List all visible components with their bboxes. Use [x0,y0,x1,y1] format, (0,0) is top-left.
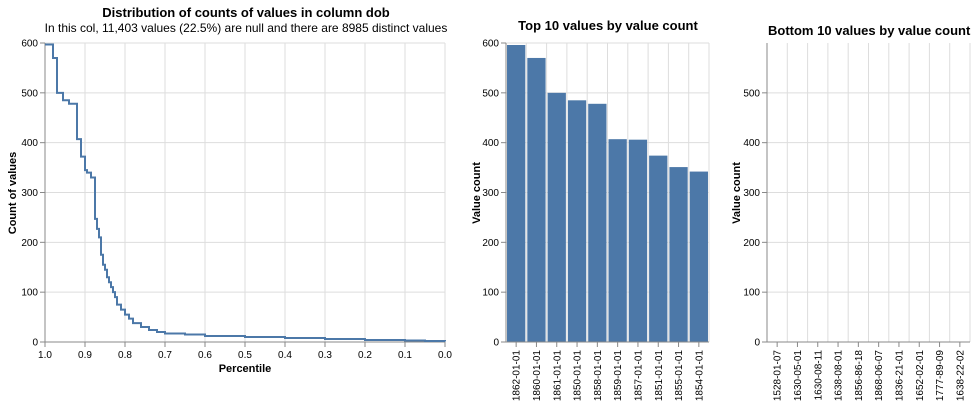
top-values-y-tick-label: 300 [482,188,499,199]
bottom-values-x-tick-label: 1836-21-01 [894,350,905,402]
bottom-values-x-tick-label: 1777-89-09 [935,350,946,402]
top-values-bar [507,44,526,342]
top-values-chart-title: Top 10 values by value count [518,18,698,33]
bottom-values-x-tick-label: 1868-06-07 [874,350,885,402]
top-values-x-tick-label: 1859-01-01 [613,350,624,402]
top-values-bar [527,57,546,342]
bottom-values-y-axis-title: Value count [731,162,743,224]
top-values-x-tick-label: 1850-01-01 [573,350,584,402]
bottom-values-gridlines [766,43,971,343]
top-values-chart: Top 10 values by value count 0 100 200 300 4… [471,18,710,402]
top-values-bars [507,44,708,343]
distribution-x-axis-title: Percentile [219,363,272,375]
top-values-y-tick-label: 200 [482,238,499,249]
bottom-values-x-tick-label: 1630-05-01 [793,350,804,402]
top-values-bar [588,103,607,343]
distribution-y-axis-title: Count of values [7,152,19,235]
distribution-x-tick-label: 0.9 [78,350,92,361]
bottom-values-x-tick-label: 1638-08-01 [834,350,845,402]
distribution-x-tick-label: 0.4 [278,350,292,361]
top-values-x-tick-label: 1854-01-01 [694,350,705,402]
top-values-bar [649,155,668,342]
distribution-chart-title: Distribution of counts of values in colu… [102,5,390,20]
bottom-values-y-tick-label: 0 [754,338,760,349]
top-values-x-tick-label: 1858-01-01 [593,350,604,402]
top-values-bar [669,167,688,342]
top-values-y-tick-label: 500 [482,88,499,99]
top-values-bar [547,92,566,342]
distribution-y-tick-label: 0 [32,338,38,349]
distribution-y-axis: 0 100 200 300 400 500 600 [21,39,46,349]
top-values-y-tick-label: 0 [493,338,499,349]
distribution-y-tick-label: 600 [21,39,38,50]
top-values-x-tick-label: 1857-01-01 [633,350,644,402]
top-values-y-tick-label: 600 [482,39,499,50]
top-values-bar [628,139,648,342]
top-values-y-axis: 0 100 200 300 400 500 600 [482,39,507,349]
bottom-values-x-tick-label: 1652-02-01 [915,350,926,402]
bottom-values-x-tick-label: 1638-22-02 [955,350,966,402]
bottom-values-x-tick-label: 1528-01-07 [773,350,784,402]
bottom-values-y-axis: 0 100 200 300 400 500 [743,43,768,349]
bottom-values-x-tick-label: 1630-08-11 [813,350,824,401]
top-values-y-axis-title: Value count [471,162,483,224]
top-values-x-axis: 1862-01-01 1860-01-01 1861-01-01 1850-01-01… [506,341,709,402]
distribution-x-tick-label: 0.2 [358,350,372,361]
distribution-step-line [45,43,446,343]
bottom-values-y-tick-label: 200 [743,238,760,249]
distribution-x-axis: 1.0 0.9 0.8 0.7 0.6 0.5 0.4 0.3 0.2 0.1 0.0 [38,341,452,361]
bottom-values-y-tick-label: 400 [743,138,760,149]
distribution-x-tick-label: 0.6 [198,350,212,361]
distribution-x-tick-label: 0.1 [398,350,412,361]
distribution-x-tick-label: 0.5 [238,350,252,361]
distribution-chart-subtitle: In this col, 11,403 values (22.5%) are n… [45,21,448,35]
top-values-x-tick-label: 1851-01-01 [654,350,665,402]
bottom-values-x-tick-label: 1856-86-18 [854,350,865,402]
top-values-x-tick-label: 1860-01-01 [532,350,543,402]
bottom-values-y-tick-label: 500 [743,88,760,99]
distribution-y-tick-label: 300 [21,188,38,199]
bottom-values-x-axis: 1528-01-07 1630-05-01 1630-08-11 1638-08-01… [767,341,970,402]
top-values-y-tick-label: 100 [482,288,499,299]
bottom-values-y-tick-label: 300 [743,188,760,199]
distribution-x-tick-label: 0.8 [118,350,132,361]
top-values-y-tick-label: 400 [482,138,499,149]
distribution-x-tick-label: 0.7 [158,350,172,361]
top-values-x-tick-label: 1861-01-01 [552,350,563,402]
top-values-x-tick-label: 1855-01-01 [674,350,685,402]
distribution-y-tick-label: 200 [21,238,38,249]
distribution-gridlines [44,42,446,343]
distribution-y-tick-label: 400 [21,138,38,149]
bottom-values-y-tick-label: 100 [743,288,760,299]
top-values-bar [567,100,587,342]
top-values-bar [689,171,708,342]
distribution-y-tick-label: 100 [21,288,38,299]
distribution-x-tick-label: 0.0 [438,350,452,361]
top-values-x-tick-label: 1862-01-01 [512,350,523,402]
distribution-x-tick-label: 1.0 [38,350,52,361]
distribution-chart: Distribution of counts of values in colu… [7,5,452,375]
distribution-x-tick-label: 0.3 [318,350,332,361]
bottom-values-chart-title: Bottom 10 values by value count [768,23,971,38]
distribution-y-tick-label: 500 [21,88,38,99]
bottom-values-chart: Bottom 10 values by value count 0 100 200 3… [731,23,971,401]
top-values-bar [608,139,627,342]
